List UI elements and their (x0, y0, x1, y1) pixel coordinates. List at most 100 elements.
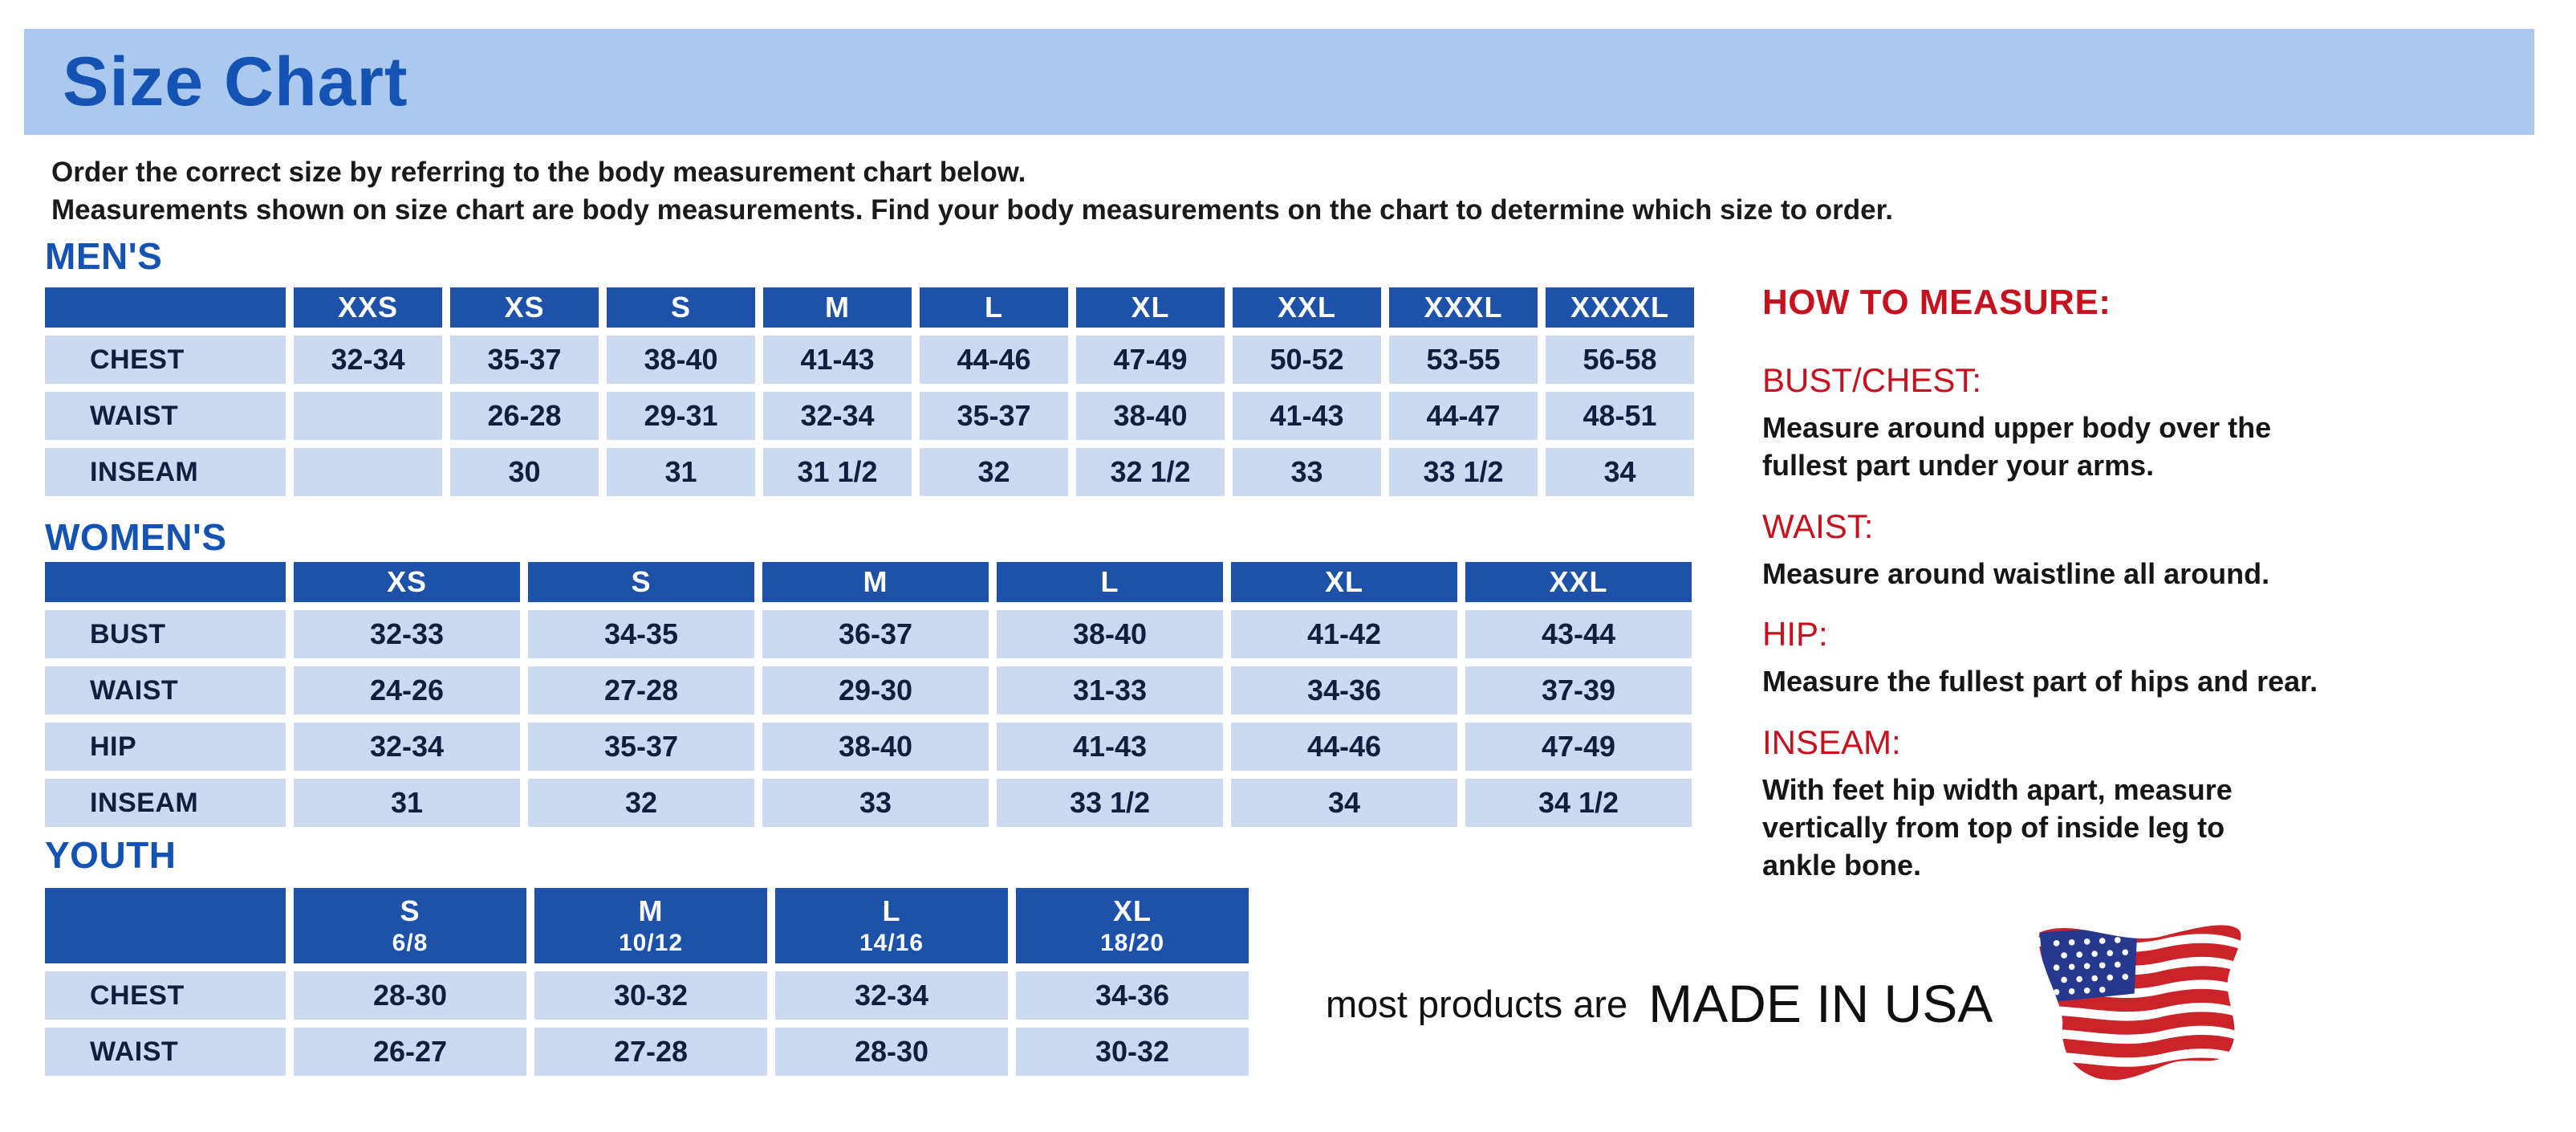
value-cell: 44-47 (1389, 392, 1538, 440)
value-cell: 31 1/2 (763, 448, 912, 496)
value-cell: 38-40 (607, 336, 755, 384)
value-cell: 56-58 (1546, 336, 1694, 384)
section-heading-youth: YOUTH (45, 834, 177, 876)
value-cell: 44-46 (920, 336, 1068, 384)
row-label-waist: WAIST (45, 1028, 286, 1076)
page-title: Size Chart (63, 43, 408, 120)
value-cell: 33 (1233, 448, 1381, 496)
value-cell: 38-40 (1076, 392, 1225, 440)
value-cell: 31-33 (997, 666, 1223, 715)
column-header-range: 18/20 (1099, 929, 1165, 956)
value-cell: 33 (762, 779, 989, 827)
value-cell: 31 (294, 779, 520, 827)
value-cell: 38-40 (762, 723, 989, 771)
how-to-measure-sections: BUST/CHEST: Measure around upper body ove… (1762, 361, 2557, 885)
value-cell: 32 (920, 448, 1068, 496)
value-cell: 31 (607, 448, 755, 496)
measure-text-line: Measure around waistline all around. (1762, 556, 2270, 590)
table-corner-cell (45, 562, 286, 602)
value-cell: 37-39 (1465, 666, 1692, 715)
column-header: M (762, 562, 989, 602)
column-header-size: XL (1112, 894, 1152, 928)
value-cell: 32-34 (294, 336, 442, 384)
size-table-womens: XS S M L XL XXL BUST 32-33 34-35 36-37 38-40 41-42 4… (45, 562, 1692, 827)
value-cell: 48-51 (1546, 392, 1694, 440)
measure-label-inseam: INSEAM: (1762, 723, 1901, 762)
value-cell: 27-28 (534, 1028, 767, 1076)
row-label-chest: CHEST (45, 336, 286, 384)
column-header: L 14/16 (775, 888, 1008, 963)
made-in-usa-text: MADE IN USA (1648, 974, 1993, 1033)
value-cell: 47-49 (1076, 336, 1225, 384)
value-cell (294, 392, 442, 440)
size-table-youth: S 6/8 M 10/12 L 14/16 XL 18/20 CHEST 28-30 30-32 32… (45, 888, 1249, 1076)
how-to-measure-heading: HOW TO MEASURE: (1762, 283, 2111, 322)
value-cell: 34 (1231, 779, 1457, 827)
value-cell: 34-36 (1016, 971, 1249, 1020)
size-table-mens: XXS XS S M L XL XXL XXXL XXXXL CHEST 32-34 35-37 38-… (45, 287, 1694, 496)
value-cell: 43-44 (1465, 610, 1692, 658)
table-corner-cell (45, 287, 286, 328)
column-header: S 6/8 (294, 888, 526, 963)
value-cell: 41-43 (763, 336, 912, 384)
value-cell: 28-30 (775, 1028, 1008, 1076)
column-header: XS (294, 562, 520, 602)
column-header: L (920, 287, 1068, 328)
measure-text-line: Measure around upper body over the (1762, 411, 2272, 444)
value-cell: 27-28 (528, 666, 754, 715)
column-header: M (763, 287, 912, 328)
column-header: L (997, 562, 1223, 602)
value-cell: 35-37 (528, 723, 754, 771)
intro-line-2: Measurements shown on size chart are bod… (51, 193, 1894, 226)
measure-text-line: vertically from top of inside leg to (1762, 810, 2225, 844)
section-heading-womens: WOMEN'S (45, 516, 227, 558)
value-cell: 36-37 (762, 610, 989, 658)
row-label-waist: WAIST (45, 392, 286, 440)
row-label-waist: WAIST (45, 666, 286, 715)
column-header: S (607, 287, 755, 328)
column-header-size: L (882, 894, 901, 928)
measure-text-line: With feet hip width apart, measure (1762, 773, 2233, 807)
value-cell: 41-43 (1233, 392, 1381, 440)
table-corner-cell (45, 888, 286, 963)
value-cell: 24-26 (294, 666, 520, 715)
intro-text: Order the correct size by referring to t… (51, 154, 1893, 229)
value-cell: 29-31 (607, 392, 755, 440)
value-cell: 30-32 (534, 971, 767, 1020)
value-cell: 50-52 (1233, 336, 1381, 384)
column-header-size: M (638, 894, 664, 928)
row-label-inseam: INSEAM (45, 779, 286, 827)
us-flag-icon (2013, 923, 2246, 1084)
value-cell: 29-30 (762, 666, 989, 715)
column-header: XXL (1465, 562, 1692, 602)
value-cell: 26-28 (450, 392, 599, 440)
measure-text-line: fullest part under your arms. (1762, 448, 2155, 482)
section-heading-mens: MEN'S (45, 235, 163, 277)
column-header: XL (1076, 287, 1225, 328)
value-cell: 28-30 (294, 971, 526, 1020)
intro-line-1: Order the correct size by referring to t… (51, 157, 1026, 188)
row-label-hip: HIP (45, 723, 286, 771)
value-cell: 32 1/2 (1076, 448, 1225, 496)
title-band: Size Chart (24, 29, 2534, 135)
value-cell: 34 1/2 (1465, 779, 1692, 827)
measure-label-hip: HIP: (1762, 615, 1828, 654)
measure-label-bustchest: BUST/CHEST: (1762, 361, 1982, 399)
column-header-range: 6/8 (392, 929, 429, 956)
footer-prefix-text: most products are (1326, 982, 1628, 1025)
measure-text-line: Measure the fullest part of hips and rea… (1762, 665, 2318, 698)
value-cell: 41-43 (997, 723, 1223, 771)
value-cell: 38-40 (997, 610, 1223, 658)
column-header: XL 18/20 (1016, 888, 1249, 963)
column-header: XXL (1233, 287, 1381, 328)
column-header-range: 14/16 (859, 929, 924, 956)
value-cell: 32-34 (294, 723, 520, 771)
value-cell: 32-34 (775, 971, 1008, 1020)
column-header: XXXXL (1546, 287, 1694, 328)
value-cell: 44-46 (1231, 723, 1457, 771)
value-cell: 32 (528, 779, 754, 827)
column-header: XS (450, 287, 599, 328)
value-cell: 34 (1546, 448, 1694, 496)
column-header: XL (1231, 562, 1457, 602)
